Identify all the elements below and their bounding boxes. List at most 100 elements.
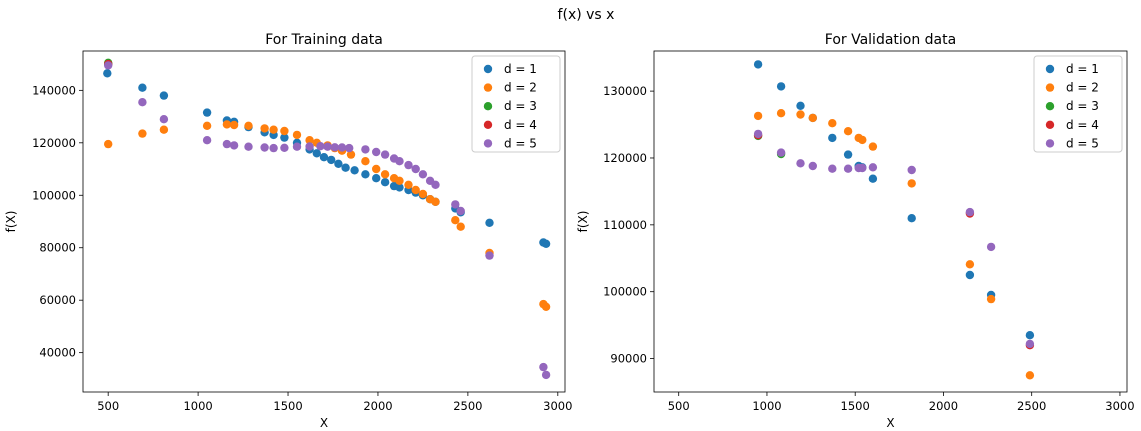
chart-0-point-d-1-23 [395, 183, 404, 192]
chart-0-point-d-1-31 [485, 218, 494, 227]
chart-1-legend-marker-d-3 [1045, 102, 1055, 111]
chart-1-ytick-label-110000: 110000 [603, 218, 647, 232]
chart-0-point-d-2-7 [260, 124, 269, 133]
chart-1-legend-label-d-5: d = 5 [1066, 136, 1099, 150]
chart-0-point-d-2-11 [305, 136, 314, 145]
chart-0-legend-box [471, 55, 561, 153]
chart-1-points [753, 60, 1035, 380]
chart-1-point-d-2-7 [858, 135, 867, 145]
chart-1-point-d-1-12 [1025, 331, 1035, 340]
chart-0-point-d-2-9 [280, 126, 289, 136]
chart-0-point-d-5-7 [260, 143, 269, 152]
chart-1-xlabel: X [886, 416, 894, 430]
chart-1-point-d-2-4 [828, 119, 837, 128]
chart-0-xtick-label-2000: 2000 [363, 399, 392, 413]
chart-1-legend-label-d-1: d = 1 [1066, 62, 1099, 76]
chart-0-ytick-label-140000: 140000 [32, 83, 76, 97]
chart-0-legend-marker-d-3 [483, 102, 493, 111]
chart-0-title: For Training data [265, 32, 383, 48]
chart-0-legend-label-d-4: d = 4 [504, 118, 537, 132]
chart-0-point-d-5-4 [222, 139, 232, 149]
chart-0-point-d-5-31 [541, 370, 551, 380]
chart-0-point-d-2-22 [404, 180, 413, 189]
chart-0-xtick-label-500: 500 [97, 399, 119, 413]
chart-0-point-d-5-30 [539, 362, 548, 372]
chart-1-xtick-label-1000: 1000 [752, 399, 781, 413]
chart-0-point-d-2-5 [229, 120, 239, 130]
chart-0-ytick-label-80000: 80000 [39, 241, 76, 255]
chart-1-point-d-1-2 [796, 101, 805, 111]
chart-1-xtick-label-2500: 2500 [1017, 399, 1046, 413]
chart-0-point-d-1-16 [334, 159, 343, 168]
chart-0-point-d-2-27 [451, 216, 460, 225]
chart-1-legend-label-d-4: d = 4 [1066, 118, 1099, 132]
chart-1-point-d-5-2 [796, 159, 805, 168]
chart-0-ytick-label-60000: 60000 [39, 293, 76, 307]
chart-0-point-d-5-9 [280, 143, 289, 152]
chart-0-xtick-label-2500: 2500 [453, 399, 482, 413]
validation-plot: For Validation data 500 1000 1500 2000 2500 30… [576, 32, 1135, 430]
training-plot: For Training data 500 1000 1500 2000 2500 3000… [4, 32, 572, 430]
chart-0-point-d-2-19 [380, 170, 390, 179]
chart-0-ytick-label-100000: 100000 [32, 188, 76, 202]
chart-0-point-d-2-10 [292, 130, 302, 140]
chart-1-point-d-5-11 [986, 242, 996, 252]
chart-1-legend-marker-d-4 [1045, 120, 1055, 129]
chart-0-legend-marker-d-2 [483, 83, 493, 92]
chart-0-point-d-1-18 [350, 166, 359, 175]
chart-1-point-d-2-3 [808, 113, 817, 123]
chart-1-xtick-label-1500: 1500 [841, 399, 870, 413]
chart-1-point-d-2-9 [907, 179, 916, 188]
chart-0-point-d-2-6 [244, 121, 253, 130]
chart-1-point-d-2-1 [776, 109, 786, 118]
chart-1-ytick-label-90000: 90000 [610, 352, 647, 366]
chart-0-point-d-5-13 [323, 142, 332, 151]
chart-0-point-d-5-21 [395, 157, 404, 166]
chart-0-ytick-label-120000: 120000 [32, 136, 76, 150]
chart-0-legend-label-d-5: d = 5 [504, 136, 537, 150]
chart-0-point-d-1-15 [327, 155, 336, 165]
chart-1-point-d-2-10 [965, 260, 975, 269]
chart-0-point-d-1-3 [159, 91, 169, 100]
chart-0-point-d-1-20 [372, 174, 381, 183]
chart-1-legend: d = 1 d = 2 d = 3 d = 4 d = 5 [1033, 55, 1123, 153]
chart-0-point-d-5-0 [104, 61, 113, 70]
chart-1-point-d-2-8 [868, 142, 878, 151]
chart-0-point-d-5-8 [269, 143, 278, 153]
chart-1-legend-box [1033, 55, 1123, 153]
chart-0-point-d-5-2 [159, 115, 169, 124]
chart-0-point-d-5-3 [202, 136, 212, 145]
chart-1-point-d-2-11 [986, 294, 996, 304]
chart-1-point-d-1-1 [776, 82, 786, 91]
chart-1-point-d-5-5 [843, 164, 853, 173]
chart-0-point-d-5-6 [244, 142, 253, 151]
chart-0-point-d-5-12 [316, 142, 325, 151]
chart-1-legend-marker-d-1 [1045, 64, 1055, 74]
chart-0-point-d-1-14 [319, 153, 329, 162]
chart-1-point-d-1-9 [907, 214, 916, 223]
chart-0-point-d-5-10 [292, 142, 302, 151]
chart-0-point-d-2-23 [411, 185, 420, 195]
chart-1-legend-marker-d-2 [1045, 83, 1055, 92]
chart-1-point-d-5-8 [868, 163, 878, 172]
chart-0-points [103, 58, 551, 380]
chart-0-xtick-label-3000: 3000 [543, 399, 572, 413]
chart-0-point-d-1-21 [380, 178, 390, 187]
chart-1-point-d-1-0 [753, 60, 763, 69]
chart-1-point-d-5-1 [776, 148, 786, 157]
chart-1-legend-label-d-2: d = 2 [1066, 81, 1099, 95]
chart-0-point-d-1-19 [361, 170, 370, 179]
chart-0-point-d-2-0 [104, 139, 113, 149]
chart-0-point-d-2-16 [346, 150, 356, 159]
chart-1-point-d-1-10 [965, 270, 975, 280]
chart-0-ylabel: f(X) [4, 211, 18, 233]
chart-0-point-d-1-17 [341, 163, 350, 172]
chart-1-point-d-5-7 [858, 163, 867, 173]
chart-1-ytick-label-100000: 100000 [603, 285, 647, 299]
chart-0-point-d-5-27 [451, 200, 460, 209]
chart-0-point-d-2-3 [202, 121, 212, 130]
chart-1-point-d-2-0 [753, 111, 763, 121]
chart-0-point-d-5-14 [330, 143, 339, 152]
chart-0-point-d-2-2 [159, 125, 169, 134]
chart-1-frame [653, 50, 1128, 393]
